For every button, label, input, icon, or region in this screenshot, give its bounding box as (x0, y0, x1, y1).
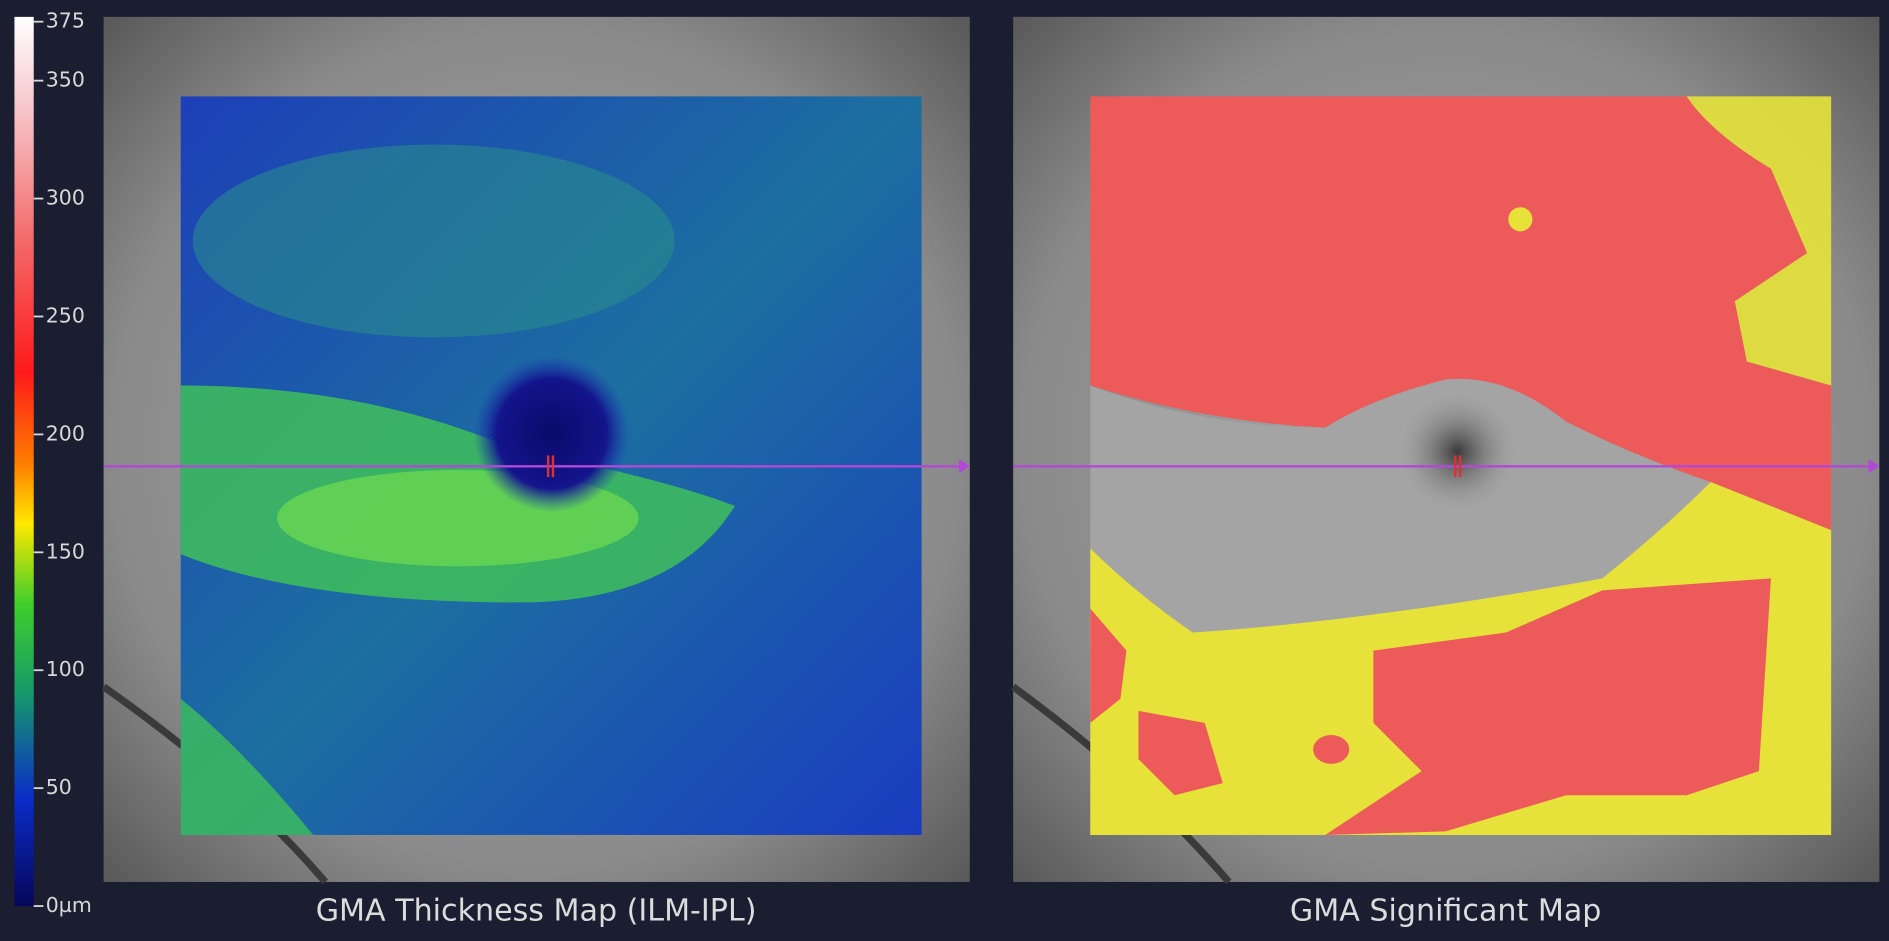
tick-label: 50 (46, 775, 72, 799)
borderline-yellow (1686, 96, 1832, 386)
map-region (192, 144, 675, 338)
map-region (180, 698, 314, 835)
tick-label: 100 (46, 657, 85, 681)
tick-label: 350 (46, 68, 85, 92)
normal-region (1090, 378, 1711, 633)
significant-red (1090, 96, 1832, 531)
tick-label: 375 (46, 9, 85, 33)
scan-arrow (958, 459, 970, 474)
tick-label: 0µm (46, 893, 92, 917)
borderline-yellow (1508, 207, 1533, 232)
tick-label: 200 (46, 421, 85, 445)
significant-red (1313, 734, 1350, 764)
fovea (473, 355, 631, 513)
significant-red (1138, 710, 1223, 796)
panel-title: GMA Significant Map (1290, 894, 1601, 929)
significant-red (1090, 608, 1127, 723)
tick-label: 300 (46, 186, 85, 210)
colorbar (14, 16, 34, 907)
tick-label: 150 (46, 539, 85, 563)
significance-panel: GMA Significant Map (1011, 16, 1880, 929)
fovea (1397, 391, 1518, 513)
colorbar-ticks: 0µm 50 100 150 200 250 300 350 375 (33, 9, 92, 917)
scan-arrow (1868, 459, 1880, 474)
significant-red (1325, 578, 1771, 835)
tick-label: 250 (46, 303, 85, 327)
panel-title: GMA Thickness Map (ILM-IPL) (316, 894, 757, 929)
thickness-panel: GMA Thickness Map (ILM-IPL) (101, 16, 970, 929)
